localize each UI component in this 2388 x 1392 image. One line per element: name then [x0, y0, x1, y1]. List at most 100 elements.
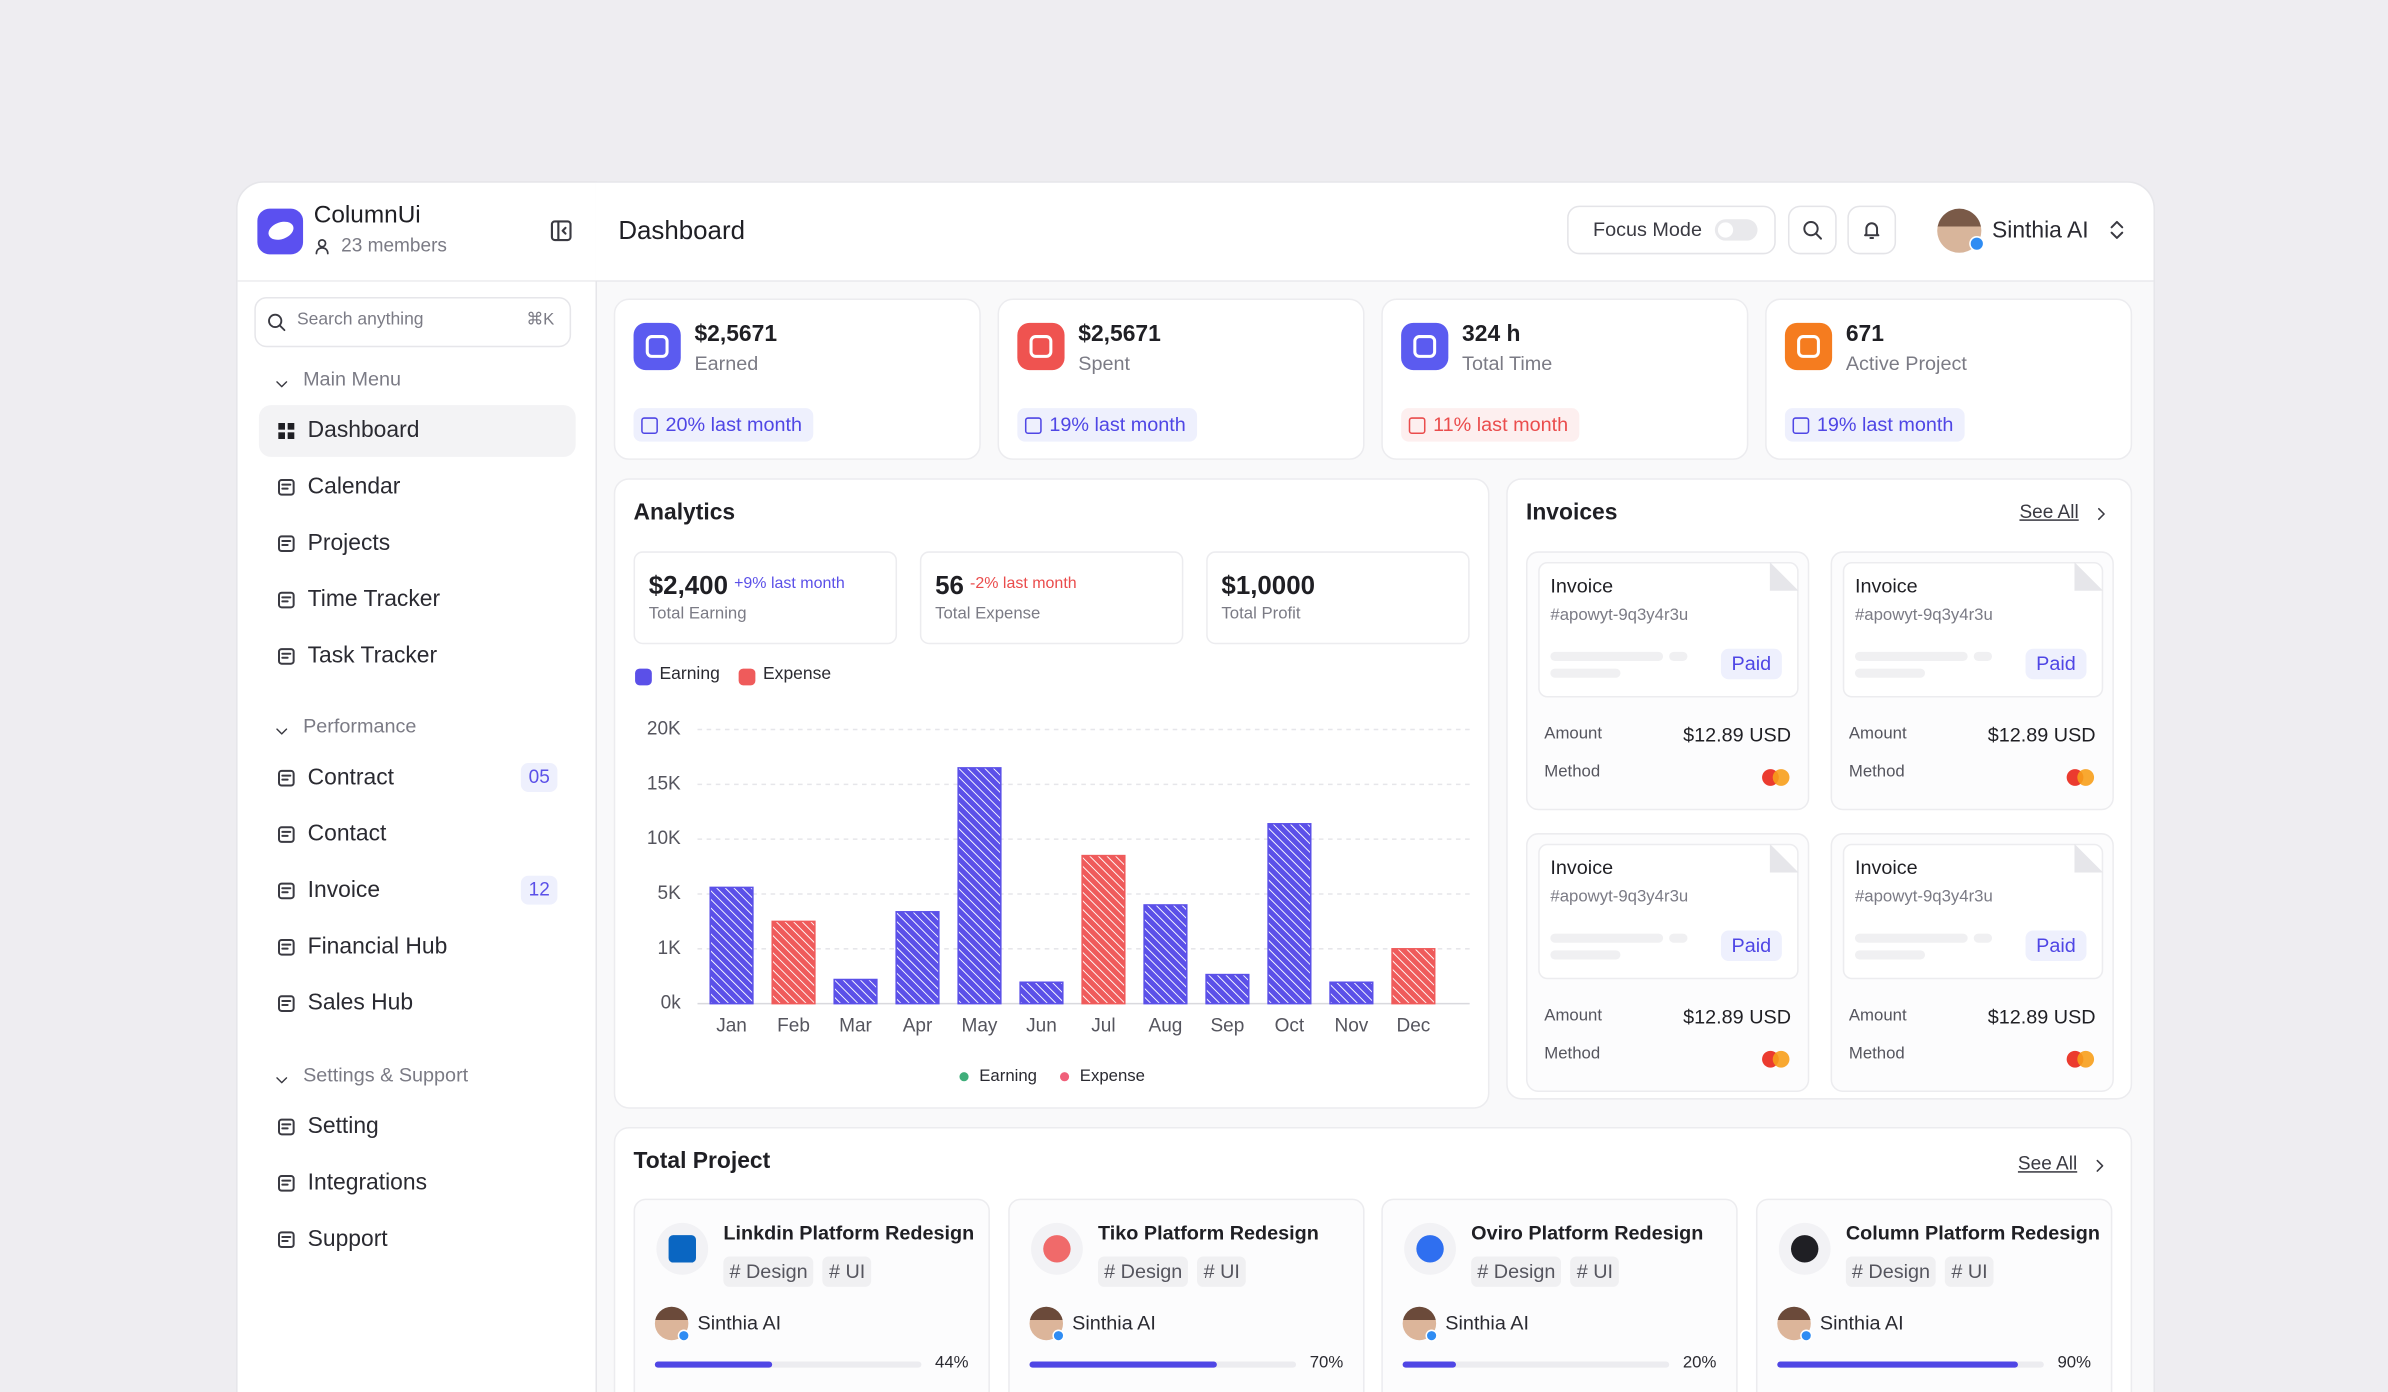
invoice-id: #apowyt-9q3y4r3u	[1854, 606, 1993, 626]
icon-part	[277, 535, 295, 553]
summary-label: Total Expense	[935, 605, 1041, 624]
see-all-chevron[interactable]	[2091, 1154, 2108, 1172]
nav-item-active[interactable]	[258, 405, 576, 457]
nav-item[interactable]: Invoice	[307, 877, 381, 904]
notification-button[interactable]	[1847, 205, 1897, 255]
user-verified	[1969, 236, 1985, 252]
group-title: Main Menu	[303, 367, 402, 391]
page-title: Dashboard	[618, 215, 745, 245]
invoice-title: Invoice	[1550, 856, 1614, 880]
x-tick-label: Nov	[1334, 1016, 1368, 1037]
nav-icon	[276, 880, 297, 901]
stat-change: 11% last month	[1401, 408, 1579, 442]
x-tick-label: Oct	[1275, 1016, 1305, 1037]
user-name[interactable]: Sinthia AI	[1992, 217, 2089, 244]
nav-item[interactable]: Task Tracker	[307, 642, 438, 669]
invoice-amount: $12.89 USD	[1683, 1005, 1792, 1029]
nav-icon	[276, 1116, 297, 1137]
icon-part	[277, 1175, 295, 1192]
group-title: Performance	[303, 714, 417, 738]
progress-label: 20%	[1682, 1354, 1717, 1373]
invoice-title: Invoice	[1550, 574, 1614, 598]
project-tag: # Design	[1471, 1256, 1562, 1287]
project-owner: Sinthia AI	[697, 1311, 782, 1335]
invoices-see-all[interactable]: See All	[2019, 500, 2079, 522]
invoice-placeholder	[1854, 950, 1926, 960]
nav-icon	[276, 768, 297, 789]
y-tick-label: 1K	[657, 938, 681, 959]
owner-verified	[1425, 1329, 1438, 1342]
icon-part	[278, 423, 295, 439]
nav-icon	[276, 824, 297, 845]
bell-icon	[1861, 219, 1882, 240]
x-tick-label: Apr	[903, 1016, 933, 1037]
icon-part	[277, 1118, 295, 1136]
summary-change: -2% last month	[970, 573, 1077, 592]
icon-part	[281, 1123, 292, 1130]
x-tick-label: Feb	[777, 1016, 810, 1037]
progress-fill	[1402, 1361, 1456, 1368]
project-owner: Sinthia AI	[1072, 1311, 1156, 1335]
stat-change: 20% last month	[633, 408, 813, 442]
icon-part	[550, 220, 572, 242]
project-tag: # UI	[1945, 1256, 1994, 1287]
icon-part	[1803, 220, 1822, 240]
search-button[interactable]	[1787, 205, 1837, 255]
invoice-placeholder	[1550, 668, 1621, 678]
analytics-chart: 0k 1K 5K 10K 15K 20K Jan Feb Mar Apr May Jun Jul Aug S…	[647, 719, 1470, 1085]
nav-item[interactable]: Calendar	[307, 473, 401, 500]
search-box[interactable]	[254, 296, 572, 348]
nav-item[interactable]: Contract	[307, 764, 394, 791]
project-logo-mark	[668, 1235, 696, 1263]
summary-box	[919, 551, 1184, 645]
summary-box	[633, 551, 898, 645]
icon-part	[277, 995, 295, 1012]
projects-see-all[interactable]: See All	[2017, 1152, 2078, 1174]
nav-item[interactable]: Support	[307, 1225, 388, 1252]
nav-item[interactable]: Sales Hub	[307, 989, 414, 1016]
nav-item[interactable]: Financial Hub	[307, 933, 448, 960]
legend-label: Earning	[659, 665, 720, 684]
nav-item[interactable]: Contact	[307, 820, 387, 847]
invoice-placeholder	[1550, 933, 1664, 943]
bar	[1329, 981, 1374, 1005]
icon-part	[315, 247, 329, 255]
stat-change-icon	[641, 417, 658, 435]
collapse-button[interactable]	[550, 219, 573, 242]
icon-part	[2096, 1159, 2104, 1172]
invoice-method-label: Method	[1544, 1045, 1601, 1064]
invoice-placeholder	[1854, 651, 1968, 661]
y-tick-label: 5K	[657, 883, 681, 904]
bar	[709, 886, 754, 1005]
user-menu-chevron[interactable]	[2106, 219, 2127, 240]
nav-icon	[276, 1229, 297, 1250]
progress-track	[1402, 1361, 1670, 1368]
progress-fill	[1777, 1361, 2018, 1368]
nav-item[interactable]: Setting	[307, 1113, 379, 1140]
icon-part	[281, 483, 292, 490]
invoice-placeholder	[1550, 950, 1621, 960]
nav-item[interactable]: Integrations	[307, 1169, 428, 1196]
nav-item[interactable]: Projects	[307, 529, 391, 556]
focus-toggle-knob	[1717, 222, 1734, 238]
bar	[1391, 948, 1436, 1005]
stat-icon	[633, 322, 681, 371]
progress-label: 70%	[1309, 1354, 1344, 1373]
icon-part	[287, 423, 295, 430]
project-tag: # Design	[723, 1256, 814, 1287]
progress-label: 90%	[2057, 1354, 2092, 1373]
nav-item[interactable]: Time Tracker	[307, 586, 441, 613]
nav-item[interactable]: Dashboard	[307, 417, 420, 444]
search-button-icon	[1802, 219, 1823, 240]
summary-value: $2,400	[648, 570, 728, 600]
invoice-id: #apowyt-9q3y4r3u	[1550, 888, 1689, 907]
project-name: Column Platform Redesign	[1845, 1221, 2100, 1245]
x-tick-label: Sep	[1211, 1016, 1245, 1037]
project-tag: # UI	[1197, 1256, 1247, 1287]
group-chevron	[274, 372, 289, 388]
stat-icon-glyph	[645, 335, 669, 358]
icon-part	[281, 774, 292, 781]
see-all-chevron[interactable]	[2093, 503, 2110, 521]
invoice-status: Paid	[2025, 930, 2087, 961]
icon-part	[276, 381, 288, 388]
